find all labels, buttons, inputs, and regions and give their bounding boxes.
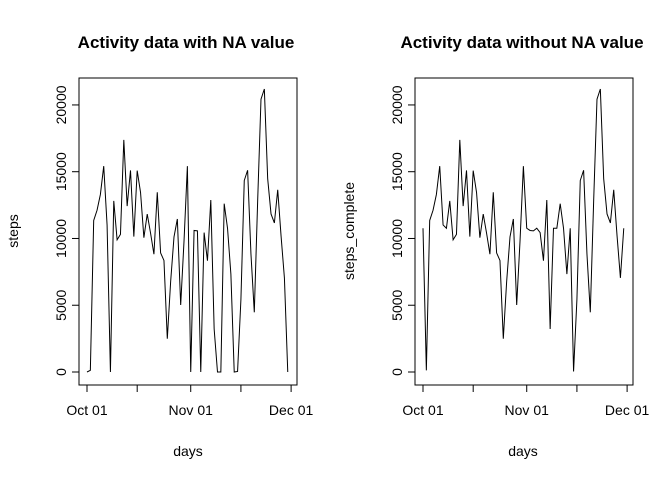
chart-panel-without-na: Activity data without NA value Oct 01 Nov… (341, 33, 649, 459)
y-axis: 0 5000 10000 15000 20000 (389, 85, 416, 376)
x-tick-label: Nov 01 (169, 402, 214, 418)
y-tick-label: 5000 (53, 289, 69, 320)
y-axis-label: steps_complete (341, 182, 357, 280)
x-axis: Oct 01 Nov 01 Dec 01 (66, 384, 314, 418)
chart-title: Activity data with NA value (78, 33, 295, 52)
y-tick-label: 20000 (53, 85, 69, 124)
y-tick-label: 20000 (389, 85, 405, 124)
x-tick-label: Dec 01 (605, 402, 650, 418)
x-axis: Oct 01 Nov 01 Dec 01 (402, 384, 650, 418)
y-tick-label: 15000 (53, 152, 69, 191)
series-line (86, 88, 289, 373)
x-tick-label: Oct 01 (402, 402, 443, 418)
y-tick-label: 0 (389, 368, 405, 376)
chart-panel-with-na: Activity data with NA value Oct 01 Nov 01… (5, 33, 313, 459)
y-tick-label: 0 (53, 368, 69, 376)
chart-title: Activity data without NA value (400, 33, 643, 52)
y-tick-label: 10000 (53, 219, 69, 258)
y-tick-label: 15000 (389, 152, 405, 191)
x-tick-label: Dec 01 (269, 402, 314, 418)
y-tick-label: 5000 (389, 289, 405, 320)
x-tick-label: Nov 01 (505, 402, 550, 418)
plot-frame (414, 77, 634, 386)
y-axis: 0 5000 10000 15000 20000 (53, 85, 80, 376)
x-tick-label: Oct 01 (66, 402, 107, 418)
x-axis-label: days (508, 443, 538, 459)
series-line (422, 88, 625, 372)
y-axis-label: steps (5, 214, 21, 247)
x-axis-label: days (173, 443, 203, 459)
y-tick-label: 10000 (389, 219, 405, 258)
